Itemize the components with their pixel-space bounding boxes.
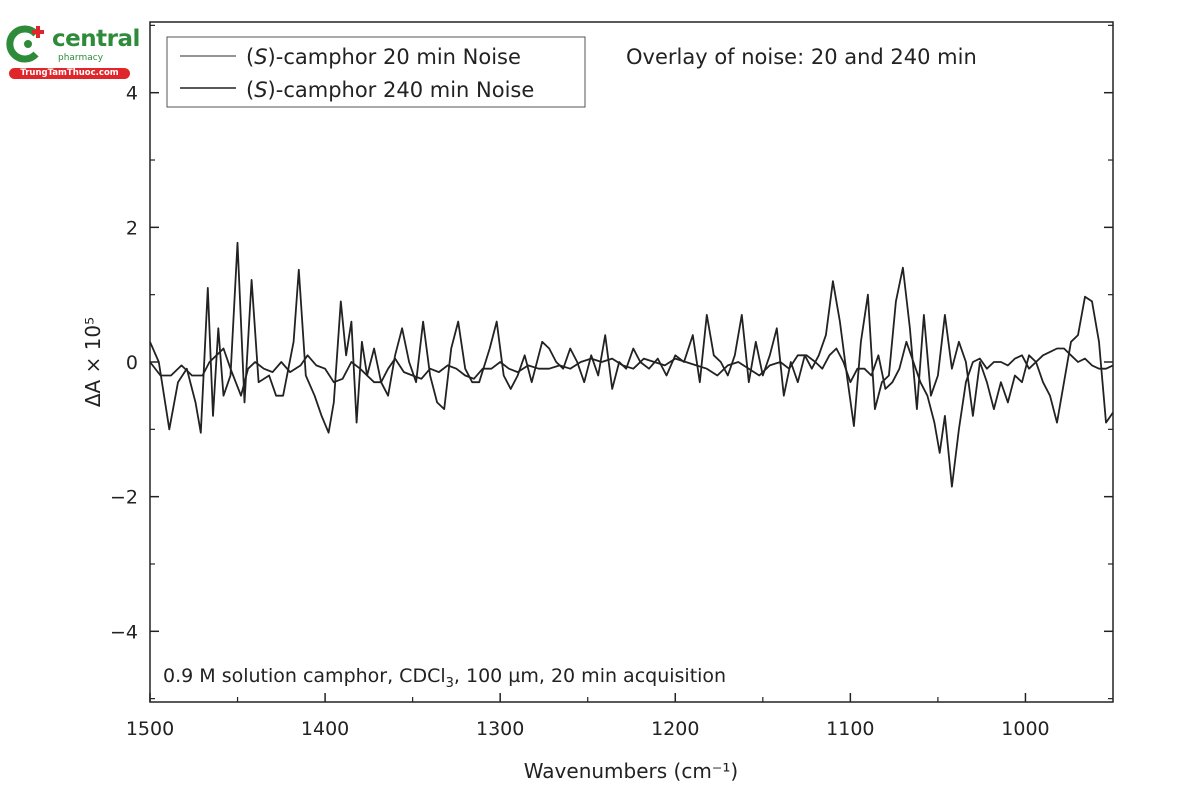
legend-label-1: (S)-camphor 240 min Noise <box>246 78 534 102</box>
series-line-1 <box>149 241 1114 434</box>
y-tick-label: −2 <box>110 487 138 509</box>
y-tick-label: 2 <box>126 217 138 239</box>
x-tick-label: 1500 <box>126 718 174 740</box>
logo-subtitle: pharmacy <box>58 53 104 63</box>
legend: (S)-camphor 20 min Noise (S)-camphor 240… <box>166 36 586 108</box>
chart-annotation: 0.9 M solution camphor, CDCl3, 100 µm, 2… <box>163 665 726 691</box>
logo-site: TrungTamThuoc.com <box>9 68 130 79</box>
plot-frame <box>149 21 1114 703</box>
chart-title: Overlay of noise: 20 and 240 min <box>626 45 977 69</box>
ticks-layer: 1500 1400 1300 1200 1100 1000 4 2 0 −2 −4 <box>110 24 1113 740</box>
y-axis-label: ΔA × 10⁵ <box>81 317 105 407</box>
series-layer <box>149 241 1114 488</box>
x-tick-label: 1100 <box>826 718 874 740</box>
x-tick-label: 1200 <box>651 718 699 740</box>
x-tick-label: 1300 <box>476 718 524 740</box>
legend-box <box>166 36 586 108</box>
logo: central pharmacy TrungTamThuoc.com <box>4 22 140 82</box>
x-axis-label: Wavenumbers (cm⁻¹) <box>524 759 738 783</box>
x-tick-label: 1000 <box>1001 718 1049 740</box>
y-tick-label: −4 <box>110 621 138 643</box>
legend-label-0: (S)-camphor 20 min Noise <box>246 45 521 69</box>
logo-c-icon <box>6 25 44 63</box>
y-tick-label: 0 <box>126 352 138 374</box>
x-tick-label: 1400 <box>301 718 349 740</box>
series-line-0 <box>149 340 1114 488</box>
logo-name: central <box>52 26 140 52</box>
y-tick-label: 4 <box>126 83 138 105</box>
